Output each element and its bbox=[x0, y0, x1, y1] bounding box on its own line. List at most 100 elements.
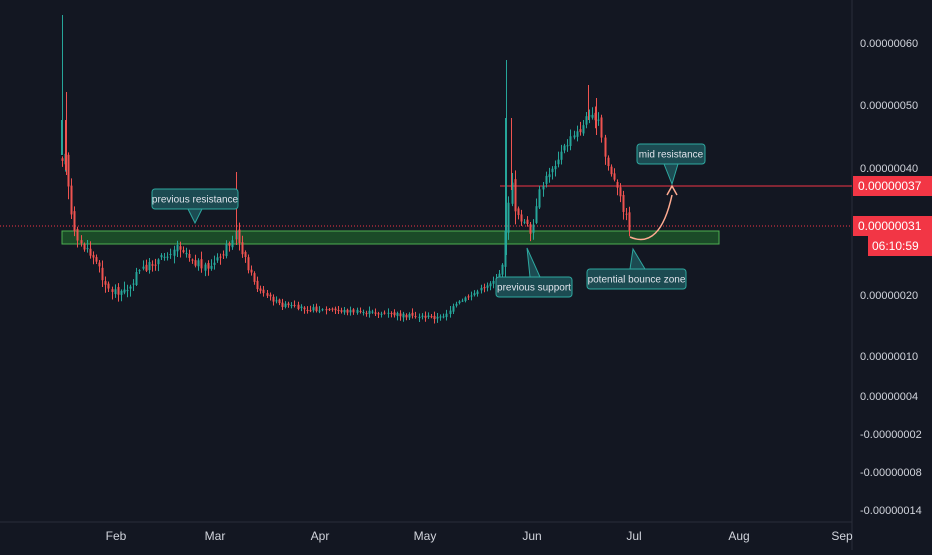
candle-body bbox=[328, 309, 331, 311]
x-tick-label: May bbox=[414, 529, 437, 543]
candle-body bbox=[619, 187, 622, 197]
price-tag-text: 0.00000031 bbox=[858, 219, 922, 233]
candle-body bbox=[359, 310, 362, 312]
candle-body bbox=[430, 316, 433, 318]
candle-body bbox=[83, 244, 86, 250]
candle-body bbox=[120, 290, 123, 295]
candle-body bbox=[436, 316, 439, 319]
candle-body bbox=[365, 313, 368, 315]
x-tick-label: Sep bbox=[831, 529, 853, 543]
candle-body bbox=[560, 151, 563, 160]
candle-body bbox=[303, 307, 306, 310]
callout-box bbox=[636, 143, 706, 165]
candle-body bbox=[402, 313, 405, 318]
candle-body bbox=[467, 296, 470, 298]
candle-body bbox=[554, 165, 557, 170]
candle-body bbox=[371, 311, 374, 313]
candle-body bbox=[107, 283, 110, 289]
candle-body bbox=[166, 256, 169, 258]
candle-body bbox=[148, 262, 151, 271]
candle-body bbox=[331, 308, 334, 310]
candle-body bbox=[523, 221, 526, 223]
candle-body bbox=[610, 166, 613, 175]
candle-body bbox=[157, 259, 160, 265]
candle-body bbox=[535, 206, 538, 223]
candle-body bbox=[464, 297, 467, 301]
candle-body bbox=[210, 265, 213, 269]
time-axis[interactable]: Feb Mar Apr May Jun Jul Aug Sep bbox=[106, 529, 853, 543]
candle-body bbox=[387, 312, 390, 314]
candle-body bbox=[293, 304, 296, 306]
x-tick-label: Mar bbox=[205, 529, 226, 543]
candle-body bbox=[101, 267, 104, 281]
candle-body bbox=[278, 299, 281, 304]
candle-body bbox=[628, 212, 631, 231]
candle-body bbox=[275, 300, 278, 302]
candle-body bbox=[548, 174, 551, 178]
candle-body bbox=[145, 264, 148, 271]
callout-box bbox=[586, 268, 687, 290]
annotation-callout[interactable]: previous resistance bbox=[151, 188, 239, 225]
candle-body bbox=[315, 306, 318, 312]
candle-body bbox=[538, 189, 541, 208]
candle-body bbox=[262, 289, 265, 294]
candle-body bbox=[340, 310, 343, 312]
candle-body bbox=[135, 272, 138, 286]
candle-body bbox=[529, 224, 532, 234]
candle-body bbox=[272, 296, 275, 302]
candle-body bbox=[95, 257, 98, 262]
annotation-callout[interactable]: previous support bbox=[495, 247, 573, 298]
x-tick-label: Apr bbox=[311, 529, 330, 543]
y-tick-label: 0.00000020 bbox=[860, 290, 918, 302]
candle-body bbox=[501, 264, 504, 275]
callout-pointer bbox=[526, 247, 541, 278]
projection-arrowhead bbox=[666, 184, 678, 196]
candle-body bbox=[489, 283, 492, 287]
candle-body bbox=[405, 314, 408, 318]
candle-body bbox=[89, 248, 92, 256]
candle-body bbox=[511, 182, 514, 204]
candle-body bbox=[61, 158, 64, 161]
candle-body bbox=[312, 307, 315, 311]
candles-group bbox=[61, 15, 631, 324]
candle-body bbox=[163, 256, 166, 258]
candle-body bbox=[517, 208, 520, 216]
candle-body bbox=[597, 119, 600, 121]
current-price-tag: 0.00000031 bbox=[853, 216, 932, 236]
candle-body bbox=[514, 179, 517, 212]
mid-resistance-price-tag: 0.00000037 bbox=[853, 176, 932, 196]
candle-body bbox=[421, 315, 424, 317]
candle-body bbox=[368, 310, 371, 314]
candle-body bbox=[455, 303, 458, 306]
candle-body bbox=[86, 248, 89, 250]
candle-body bbox=[104, 281, 107, 285]
annotation-callout[interactable]: potential bounce zone bbox=[586, 247, 687, 290]
candle-body bbox=[498, 273, 501, 278]
candle-body bbox=[80, 240, 83, 244]
projection-arrow-group bbox=[629, 184, 678, 241]
candle-body bbox=[231, 240, 234, 248]
candle-body bbox=[461, 300, 464, 302]
candle-body bbox=[473, 293, 476, 296]
candle-body bbox=[188, 254, 191, 258]
candle-body bbox=[399, 313, 402, 317]
candle-body bbox=[185, 253, 188, 255]
candle-body bbox=[250, 269, 253, 273]
candle-body bbox=[557, 159, 560, 165]
price-axis[interactable]: 0.00000060 0.00000050 0.00000040 0.00000020… bbox=[860, 38, 922, 517]
candle-body bbox=[507, 202, 510, 233]
annotation-callout[interactable]: mid resistance bbox=[636, 143, 706, 186]
candle-body bbox=[297, 304, 300, 310]
y-tick-label: 0.00000050 bbox=[860, 100, 918, 112]
candle-body bbox=[216, 257, 219, 261]
candle-body bbox=[532, 224, 535, 233]
candle-body bbox=[154, 264, 157, 266]
candle-body bbox=[111, 289, 114, 292]
candle-body bbox=[114, 289, 117, 295]
x-tick-label: Aug bbox=[728, 529, 749, 543]
candle-body bbox=[290, 305, 293, 307]
candle-body bbox=[545, 175, 548, 184]
x-tick-label: Feb bbox=[106, 529, 127, 543]
candle-body bbox=[228, 243, 231, 246]
